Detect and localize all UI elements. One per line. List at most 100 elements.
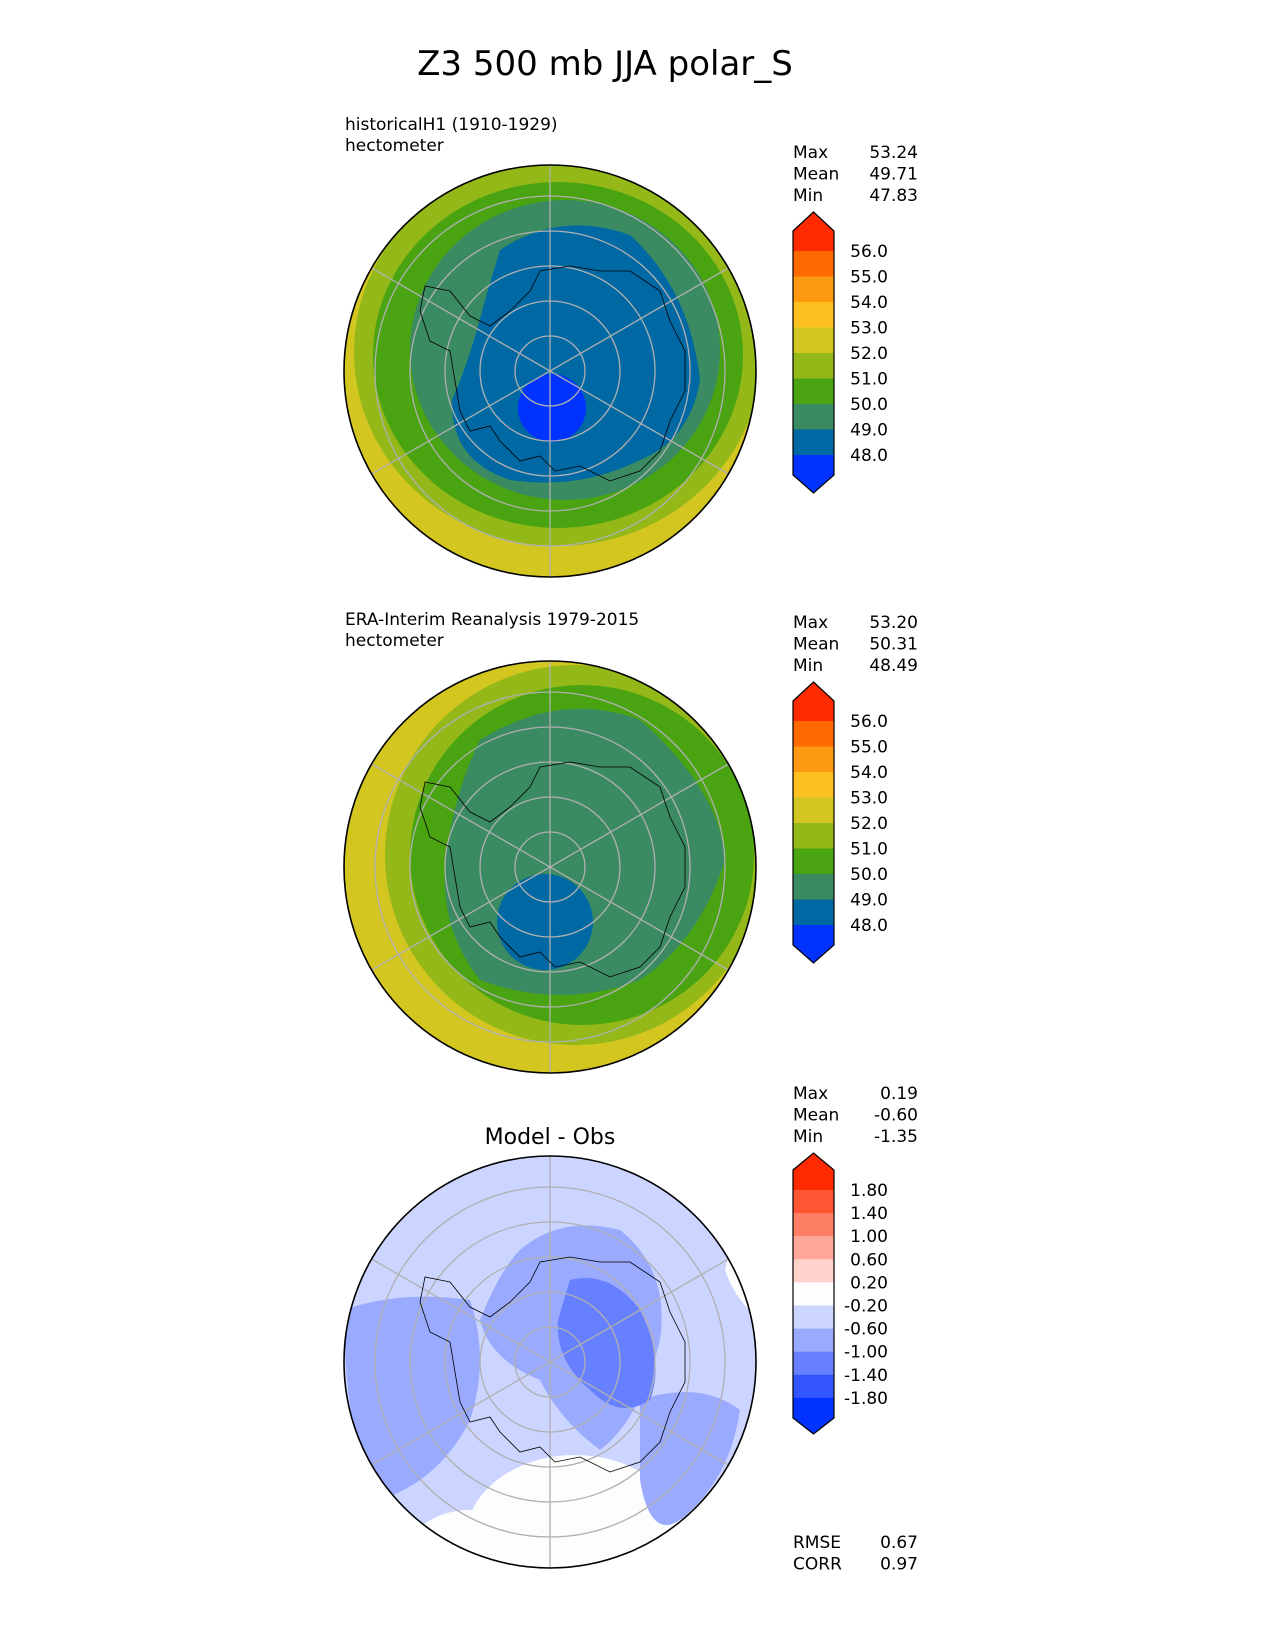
colorbar-outline: [792, 681, 835, 964]
colorbar-tick-label: 50.0: [850, 395, 888, 415]
colorbar-tick-label: 0.20: [850, 1273, 888, 1293]
colorbar-tick-label: -0.20: [844, 1297, 888, 1317]
colorbar-band: [793, 848, 834, 875]
antarctica-coastline: [419, 265, 686, 482]
stat-label: Max: [793, 143, 828, 163]
colorbar-tick-label: 49.0: [850, 421, 888, 441]
colorbar-tick-label: 56.0: [850, 712, 888, 732]
metric-value: 0.67: [880, 1533, 918, 1553]
colorbar-band: [793, 1190, 834, 1214]
colorbar-extend-bottom: [793, 925, 834, 963]
panel2-units: hectometer: [345, 631, 444, 651]
stat-value: 53.20: [869, 613, 918, 633]
panel1-units: hectometer: [345, 136, 444, 156]
colorbar-band: [793, 1305, 834, 1330]
colorbar-outline: [792, 1152, 835, 1435]
stat-label: Mean: [793, 165, 839, 185]
panel3-title: Model - Obs: [485, 1125, 616, 1150]
stat-value: 49.71: [869, 165, 918, 185]
colorbar-tick-label: 54.0: [850, 293, 888, 313]
colorbar-band: [793, 721, 834, 747]
antarctica-coastline: [419, 761, 686, 978]
stat-label: Min: [793, 1127, 823, 1147]
colorbar-tick-label: 52.0: [850, 344, 888, 364]
panel3-graticule: [343, 1155, 757, 1569]
colorbar-band: [793, 302, 834, 328]
colorbar-extend-top: [793, 682, 834, 721]
colorbar-band: [793, 772, 834, 798]
metric-value: 0.97: [880, 1555, 918, 1575]
panel3-map: [344, 1156, 756, 1568]
stat-value: 47.83: [869, 186, 918, 206]
stat-value: -0.60: [874, 1106, 918, 1126]
colorbar-tick-label: 1.40: [850, 1204, 888, 1224]
colorbar-tick-label: 51.0: [850, 370, 888, 390]
colorbar-outline: [792, 211, 835, 494]
colorbar-tick-label: 48.0: [850, 916, 888, 936]
colorbar-tick-label: 56.0: [850, 242, 888, 262]
colorbar-band: [793, 1236, 834, 1260]
stat-label: Max: [793, 613, 828, 633]
stat-label: Min: [793, 186, 823, 206]
colorbar-band: [793, 823, 834, 849]
stat-label: Max: [793, 1084, 828, 1104]
stat-value: 53.24: [869, 143, 918, 163]
colorbar-band: [793, 874, 834, 900]
colorbar-band: [793, 797, 834, 824]
longitude-line: [371, 1258, 729, 1466]
panel1-title: historicalH1 (1910-1929): [345, 115, 558, 135]
panel3-colorbar: 1.80 1.40 1.00 0.60 0.20 -0.20 -0.60 -1.00 -1.40…: [792, 1084, 918, 1575]
stat-label: Min: [793, 656, 823, 676]
colorbar-tick-label: 1.00: [850, 1227, 888, 1247]
stat-value: 0.19: [880, 1084, 918, 1104]
colorbar-tick-label: -1.80: [844, 1389, 888, 1409]
metric-label: CORR: [793, 1555, 842, 1575]
colorbar-band: [793, 404, 834, 430]
colorbar-tick-label: 51.0: [850, 840, 888, 860]
colorbar-tick-label: 53.0: [850, 789, 888, 809]
colorbar-band: [793, 327, 834, 354]
colorbar-tick-label: -1.00: [844, 1343, 888, 1363]
colorbar-tick-label: 48.0: [850, 446, 888, 466]
colorbar-tick-label: -1.40: [844, 1366, 888, 1386]
colorbar-tick-label: -0.60: [844, 1320, 888, 1340]
colorbar-band: [793, 1351, 834, 1376]
panel1-map: [344, 165, 756, 577]
colorbar-band: [793, 353, 834, 379]
colorbar-tick-label: 49.0: [850, 891, 888, 911]
colorbar-tick-label: 52.0: [850, 814, 888, 834]
colorbar-tick-label: 1.80: [850, 1181, 888, 1201]
colorbar-band: [793, 276, 834, 303]
colorbar-tick-label: 50.0: [850, 865, 888, 885]
colorbar-band: [793, 899, 834, 926]
colorbar-tick-label: 55.0: [850, 738, 888, 758]
colorbar-extend-bottom: [793, 1397, 834, 1434]
stat-value: 50.31: [869, 635, 918, 655]
colorbar-band: [793, 1259, 834, 1283]
colorbar-tick-label: 0.60: [850, 1250, 888, 1270]
panel2-colorbar: 56.0 55.0 54.0 53.0 52.0 51.0 50.0 49.0 48.0 Max 5…: [792, 613, 918, 964]
colorbar-band: [793, 378, 834, 405]
colorbar-band: [793, 1282, 834, 1306]
figure-title: Z3 500 mb JJA polar_S: [417, 44, 793, 84]
metric-label: RMSE: [793, 1533, 841, 1553]
colorbar-extend-top: [793, 1153, 834, 1190]
colorbar-band: [793, 1328, 834, 1353]
antarctica-coastline: [419, 1256, 686, 1473]
stat-label: Mean: [793, 635, 839, 655]
colorbar-band: [793, 746, 834, 773]
panel2-map: [344, 661, 756, 1073]
map-boundary: [343, 1155, 757, 1569]
colorbar-band: [793, 251, 834, 277]
colorbar-extend-top: [793, 212, 834, 251]
colorbar-band: [793, 429, 834, 456]
longitude-line: [371, 763, 729, 971]
colorbar-tick-label: 55.0: [850, 268, 888, 288]
stat-value: -1.35: [874, 1127, 918, 1147]
colorbar-extend-bottom: [793, 455, 834, 493]
stat-label: Mean: [793, 1106, 839, 1126]
stat-value: 48.49: [869, 656, 918, 676]
colorbar-band: [793, 1213, 834, 1237]
colorbar-tick-label: 53.0: [850, 319, 888, 339]
